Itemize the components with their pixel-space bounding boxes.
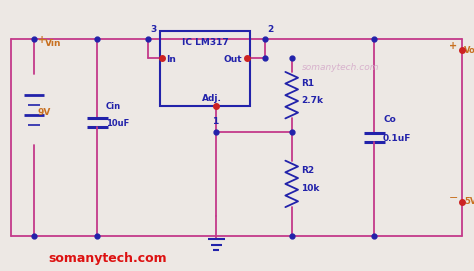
- Text: 1: 1: [212, 117, 219, 127]
- Text: +: +: [38, 35, 46, 45]
- Text: Vin: Vin: [45, 39, 61, 49]
- Text: Out: Out: [224, 55, 242, 64]
- Text: 10uF: 10uF: [106, 120, 129, 128]
- Text: Cin: Cin: [106, 102, 121, 111]
- Text: somanytech.com: somanytech.com: [49, 251, 167, 264]
- Text: R2: R2: [301, 166, 315, 176]
- Text: 10k: 10k: [301, 184, 320, 193]
- Text: In: In: [166, 55, 176, 64]
- Text: Adj.: Adj.: [202, 94, 222, 103]
- Text: somanytech.com: somanytech.com: [301, 63, 379, 72]
- Text: Vout: Vout: [464, 46, 474, 55]
- Text: 0.1uF: 0.1uF: [383, 134, 411, 143]
- Text: 3: 3: [150, 25, 156, 34]
- Text: 9V: 9V: [38, 108, 51, 117]
- Text: 5V: 5V: [464, 198, 474, 207]
- Text: −: −: [448, 193, 458, 203]
- Text: 2.7k: 2.7k: [301, 95, 323, 105]
- Text: R1: R1: [301, 79, 315, 88]
- Bar: [160, 31, 250, 107]
- Text: +: +: [449, 41, 457, 51]
- Text: Co: Co: [383, 115, 396, 124]
- Text: IC LM317: IC LM317: [182, 38, 229, 47]
- Text: 2: 2: [267, 25, 273, 34]
